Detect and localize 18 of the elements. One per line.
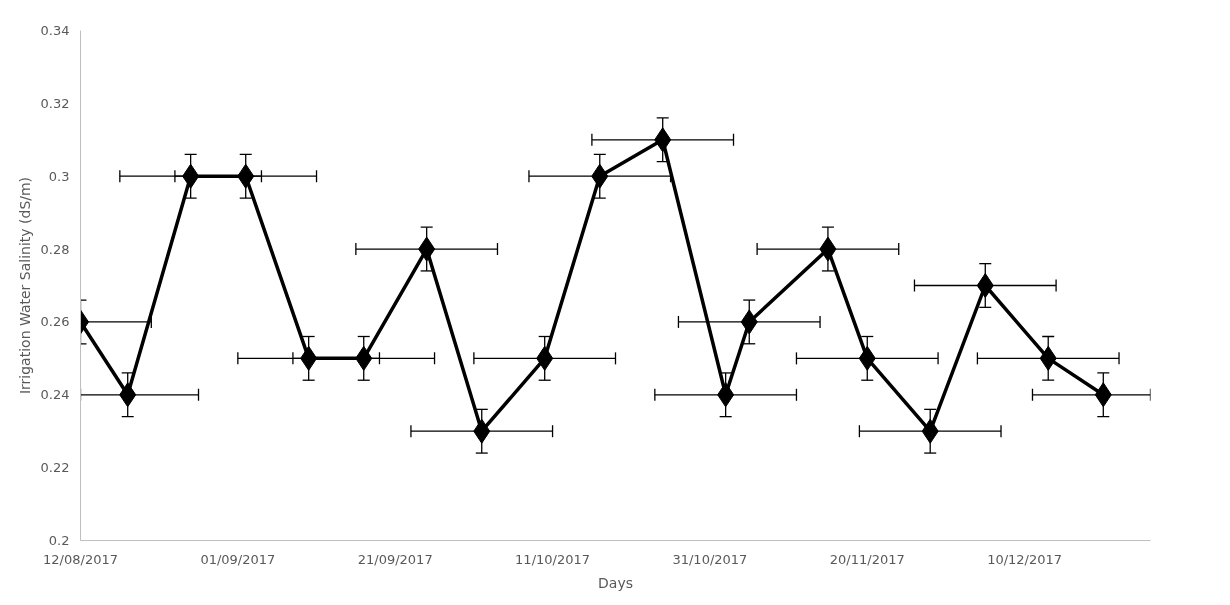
x-axis-title: Days <box>598 574 633 591</box>
x-tick-label: 31/10/2017 <box>672 551 748 567</box>
x-tick-label: 10/12/2017 <box>987 551 1063 567</box>
y-tick-label: 0.24 <box>40 387 70 403</box>
point <box>976 273 994 298</box>
y-tick-label: 0.34 <box>40 23 70 38</box>
y-tick-label: 0.22 <box>40 460 70 476</box>
y-tick-label: 0.2 <box>48 533 70 548</box>
y-axis-title: Irrigation Water Salinity (dS/m) <box>16 176 33 395</box>
y-tick-label: 0.32 <box>40 95 70 111</box>
y-tick-label: 0.26 <box>40 314 70 330</box>
x-tick-label: 12/08/2017 <box>43 551 118 567</box>
x-tick-label: 11/10/2017 <box>515 551 591 567</box>
x-tick-label: 20/11/2017 <box>829 551 905 567</box>
x-tick-label: 21/09/2017 <box>357 551 433 567</box>
x-tick-label: 01/09/2017 <box>200 551 276 567</box>
y-tick-label: 0.28 <box>40 241 70 257</box>
y-tick-label: 0.3 <box>48 168 70 184</box>
